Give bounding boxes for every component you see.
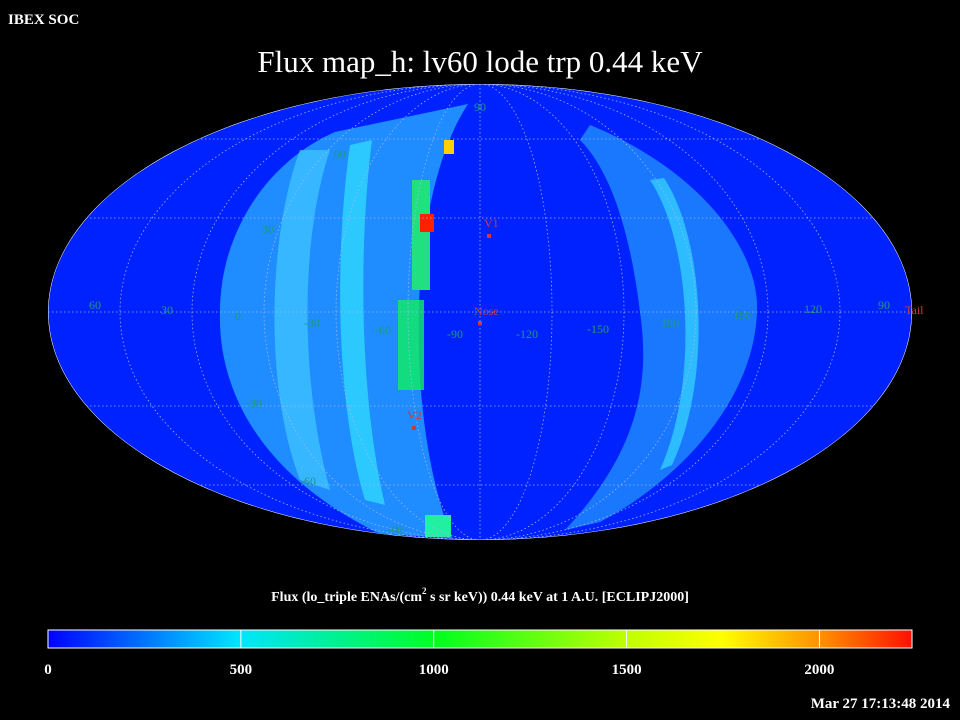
lon-label: -120 [516, 327, 538, 341]
marker [478, 321, 482, 325]
lon-label: -60 [375, 323, 391, 337]
marker-label: V2 [407, 408, 422, 422]
colorbar-tick-label: 0 [44, 662, 52, 678]
flux-cell [420, 214, 434, 232]
flux-cell [425, 515, 451, 537]
lat-label: 90 [474, 100, 486, 114]
lon-label: -30 [304, 316, 320, 330]
lat-label: 30 [262, 222, 274, 236]
title: Flux map_h: lv60 lode trp 0.44 keV [257, 44, 703, 79]
label-text: s sr keV)) 0.44 keV at 1 A.U. [ECLIPJ200… [427, 590, 689, 605]
lon-label: -150 [587, 322, 609, 336]
timestamp: Mar 27 17:13:48 2014 [811, 696, 951, 712]
colorbar-tick-label: 2000 [804, 662, 834, 678]
longitude-labels: 60 30 0 -30 -60 -90 -120 -150 180 150 12… [89, 298, 890, 341]
flux-cell [444, 140, 454, 154]
marker-label: Tail [905, 303, 924, 317]
marker [487, 234, 491, 238]
lon-label: 120 [804, 302, 822, 316]
flux-cell [412, 180, 430, 290]
lat-label: 60 [334, 147, 346, 161]
colorbar-tick-label: 500 [230, 662, 253, 678]
lon-label: 150 [733, 308, 751, 322]
markers: V1 Nose V2 Tail [407, 216, 924, 430]
lon-label: 30 [161, 303, 173, 317]
colorbar-tick-label: 1000 [419, 662, 449, 678]
flux-cell [398, 300, 424, 390]
colorbar [47, 629, 913, 649]
lon-label: -90 [447, 327, 463, 341]
marker-label: V1 [484, 216, 499, 230]
lat-label: -30 [246, 396, 262, 410]
colorbar-label: Flux (lo_triple ENAs/(cm2 s sr keV)) 0.4… [271, 586, 689, 605]
lon-label: 0 [235, 309, 241, 323]
marker-label: Nose [474, 304, 499, 318]
marker [412, 426, 416, 430]
org-label: IBEX SOC [8, 12, 79, 28]
sky-map [48, 84, 912, 540]
label-sup: 2 [422, 586, 427, 596]
colorbar-tick-label: 1500 [612, 662, 642, 678]
flux-band [650, 178, 699, 470]
lon-label: 90 [878, 298, 890, 312]
latitude-labels: 90 60 30 -30 -60 -90 [246, 100, 486, 537]
label-text: Flux (lo_triple ENAs/(cm [271, 590, 422, 605]
lon-label: 180 [661, 316, 679, 330]
lon-label: 60 [89, 298, 101, 312]
flux-band [565, 125, 758, 530]
flux-band [274, 150, 330, 490]
lat-label: -60 [300, 474, 316, 488]
lat-label: -90 [387, 523, 403, 537]
